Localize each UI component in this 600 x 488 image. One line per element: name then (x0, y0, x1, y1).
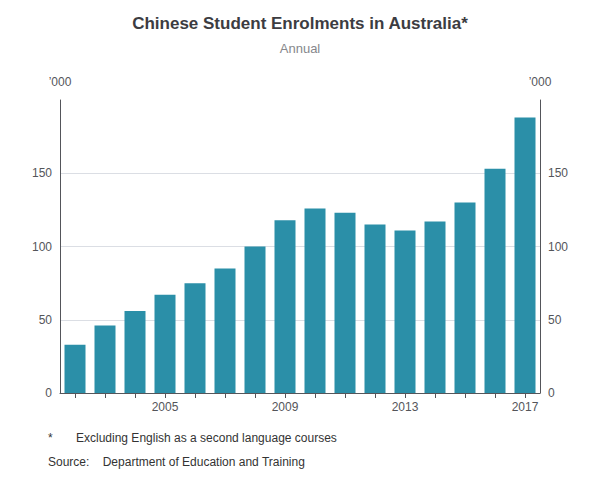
svg-text:0: 0 (548, 386, 555, 400)
svg-text:2009: 2009 (272, 400, 299, 414)
svg-text:Source: Department of Educa: Source: Department of Education and Trai… (48, 455, 305, 469)
svg-text:150: 150 (548, 166, 568, 180)
svg-text:2017: 2017 (512, 400, 539, 414)
svg-text:’000: ’000 (529, 75, 552, 89)
svg-text:2005: 2005 (152, 400, 179, 414)
svg-text:’000: ’000 (49, 75, 72, 89)
svg-text:Chinese Student Enrolments in: Chinese Student Enrolments in Australia* (132, 14, 468, 33)
svg-text:Annual: Annual (280, 41, 321, 56)
svg-text:100: 100 (32, 240, 52, 254)
svg-text:50: 50 (39, 313, 53, 327)
svg-text:50: 50 (548, 313, 562, 327)
svg-text:150: 150 (32, 166, 52, 180)
svg-text:100: 100 (548, 240, 568, 254)
svg-text:0: 0 (45, 386, 52, 400)
svg-text:2013: 2013 (392, 400, 419, 414)
svg-text:* Excluding English as a: * Excluding English as a second language… (48, 431, 337, 445)
